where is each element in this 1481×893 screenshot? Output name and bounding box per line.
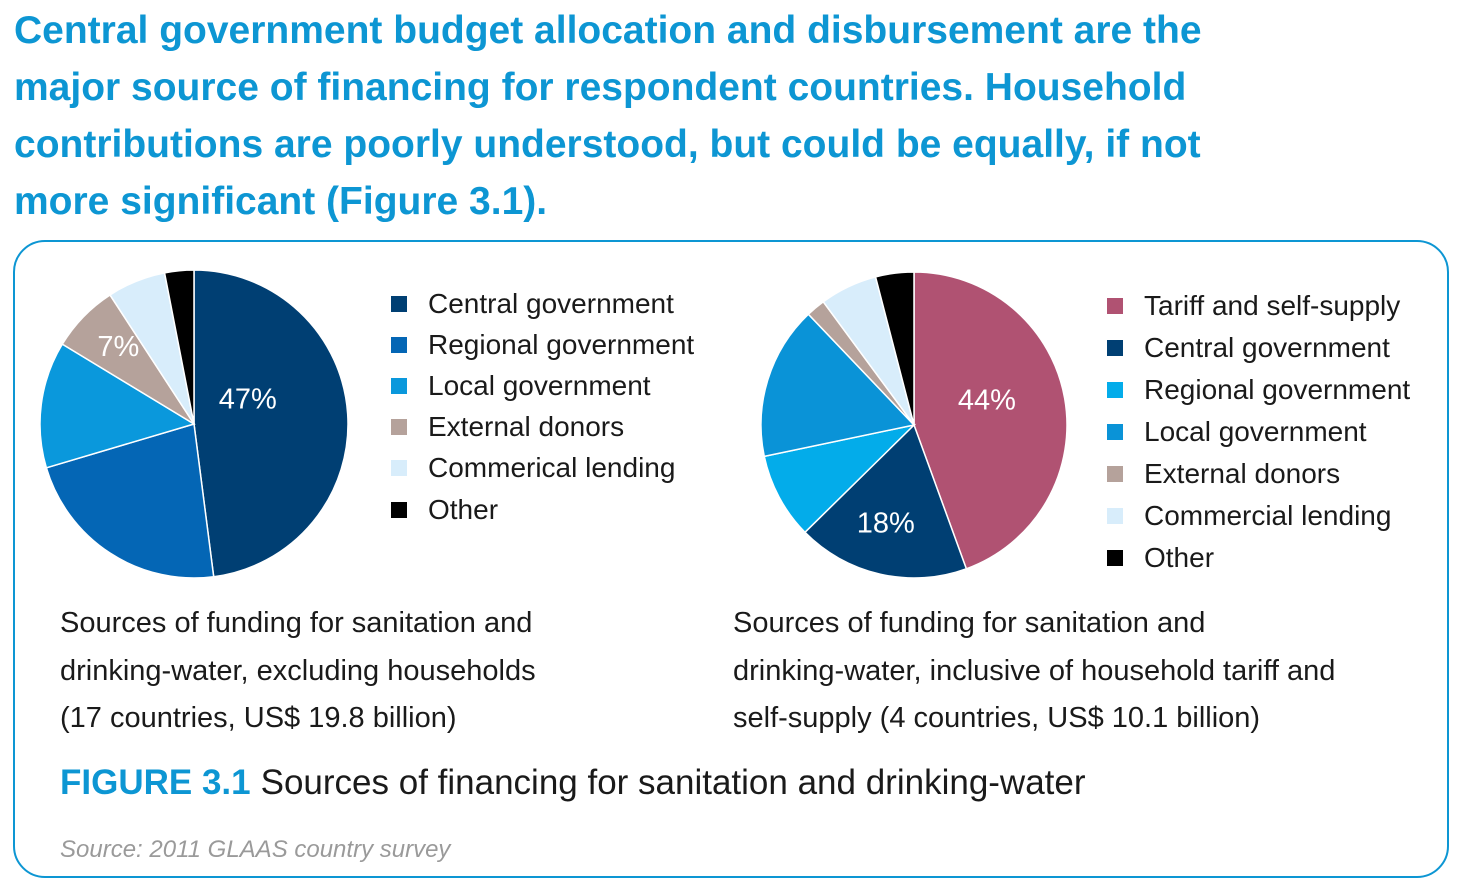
legend-swatch [1107,298,1123,314]
legend-item: Regional government [391,324,694,365]
legend-item: External donors [1107,453,1410,495]
caption-line: drinking-water, excluding households [60,654,536,687]
legend-excluding-households: Central government Regional government L… [391,283,694,530]
pie-slice-regional-government [45,423,215,579]
legend-item: Local government [1107,411,1410,453]
pie-data-label: 7% [97,331,139,363]
pie-slice-local-government [39,343,196,469]
legend-item: Commercial lending [1107,495,1410,537]
legend-label: Tariff and self-supply [1144,290,1401,321]
legend-item: Other [391,489,694,530]
pie-chart-inclusive-of-households: 44% 18% [760,271,1068,579]
legend-label: Local government [428,369,651,401]
legend-item: Local government [391,365,694,406]
legend-label: Commercial lending [1144,500,1392,531]
headline-line: contributions are poorly understood, but… [14,123,1201,166]
headline-line: Central government budget allocation and… [14,9,1202,52]
legend-item: Central government [1107,327,1410,369]
legend-item: Commerical lending [391,448,694,489]
legend-swatch [1107,340,1123,356]
legend-swatch [391,295,407,312]
caption-line: Sources of funding for sanitation and [733,607,1206,639]
headline-line: major source of financing for respondent… [14,66,1187,109]
legend-label: External donors [1144,458,1341,489]
caption-line: Sources of funding for sanitation and [60,607,533,639]
legend-label: Regional government [428,328,695,360]
pie-slice-central-government [193,269,349,578]
chart-caption-inclusive-of-households: Sources of funding for sanitation and dr… [733,600,1335,743]
legend-label: Other [1144,542,1215,573]
pie-slice-central-government [803,423,968,579]
figure-title-text: Sources of financing for sanitation and … [260,763,1086,802]
legend-swatch [391,336,407,353]
legend-item: Tariff and self-supply [1107,285,1410,327]
pie-slice-other [163,269,195,425]
source-note: Source: 2011 GLAAS country survey [60,836,451,863]
legend-item: Regional government [1107,369,1410,411]
legend-swatch [1107,424,1123,440]
legend-item: Central government [391,283,694,324]
legend-swatch [391,501,407,518]
caption-line: drinking-water, inclusive of household t… [733,654,1336,687]
headline-line: more significant (Figure 3.1). [14,180,548,223]
pie-chart-excluding-households: 47% 7% [39,269,349,579]
legend-item: External donors [391,407,694,448]
legend-label: Central government [1144,332,1390,363]
legend-label: Local government [1144,416,1367,447]
legend-label: Other [428,493,499,525]
caption-line: (17 countries, US$ 19.8 billion) [60,702,457,734]
caption-line: self-supply (4 countries, US$ 10.1 billi… [733,702,1261,734]
pie-slice-local-government [760,313,916,458]
legend-swatch [1107,382,1123,398]
legend-swatch [391,377,407,394]
legend-label: Commerical lending [428,452,676,484]
legend-swatch [391,419,407,436]
legend-label: Regional government [1144,374,1411,405]
legend-item: Other [1107,537,1410,579]
legend-swatch [1107,466,1123,482]
figure-title: FIGURE 3.1 Sources of financing for sanit… [60,763,1086,803]
legend-swatch [1107,508,1123,524]
legend-label: Central government [428,287,674,319]
pie-data-label: 18% [857,507,915,539]
legend-label: External donors [428,411,625,443]
legend-inclusive-of-households: Tariff and self-supply Central governmen… [1107,285,1410,579]
figure-frame [13,240,1449,878]
legend-swatch [1107,550,1123,566]
pie-slice-other [874,271,915,426]
chart-caption-excluding-households: Sources of funding for sanitation and dr… [60,600,536,743]
pie-data-label: 47% [219,383,277,415]
figure-number: FIGURE 3.1 [60,763,251,802]
pie-slice-tariff-and-self-supply [913,271,1068,570]
pie-data-label: 44% [958,384,1016,416]
legend-swatch [391,460,407,477]
pie-slice-regional-government [763,423,917,534]
headline: Central government budget allocation and… [14,2,1454,230]
